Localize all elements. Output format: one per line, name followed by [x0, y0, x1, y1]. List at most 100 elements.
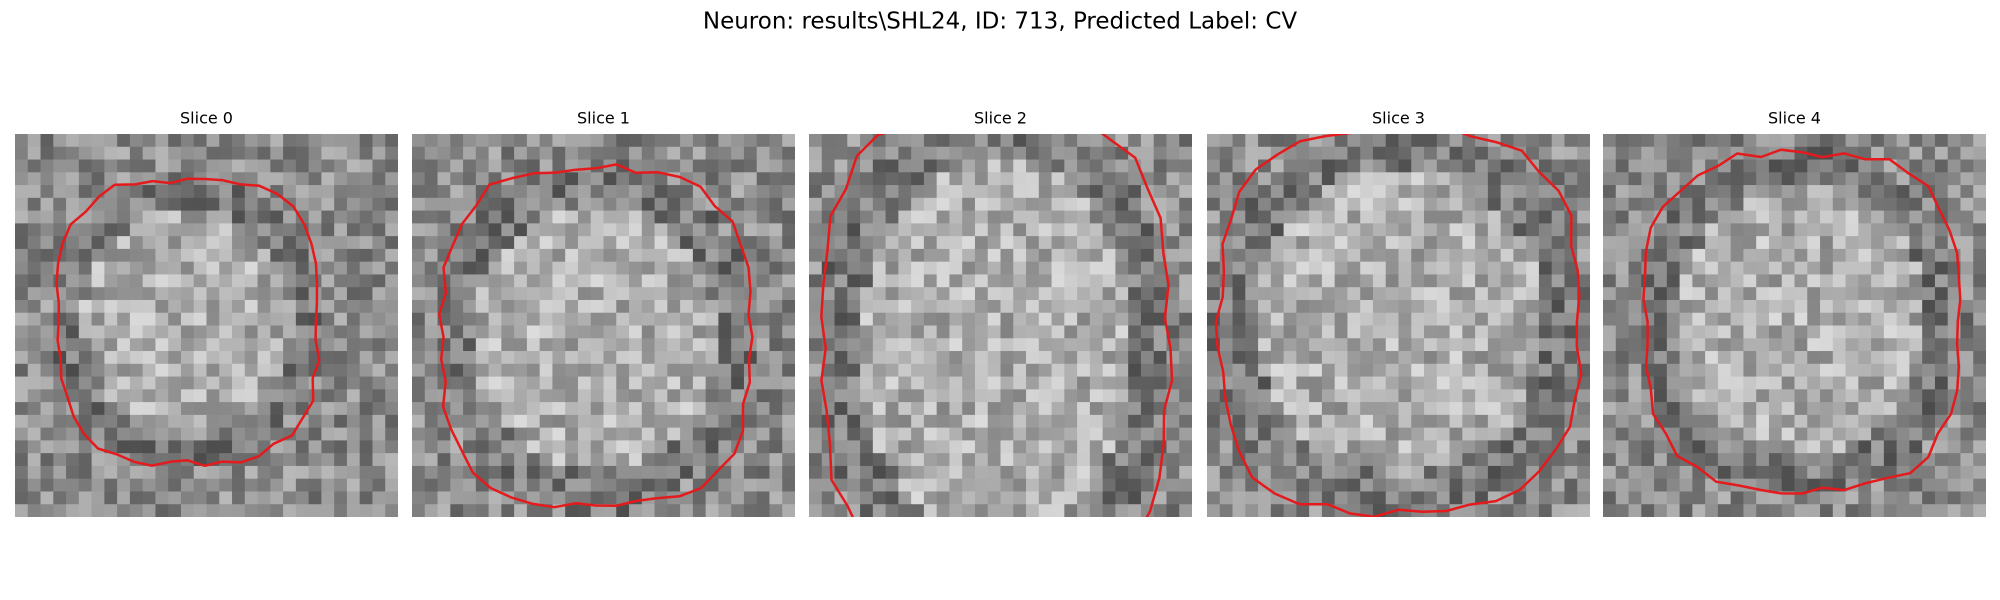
pixel: [539, 440, 554, 454]
pixel: [1258, 389, 1272, 403]
pixel: [437, 491, 451, 505]
pixel: [1538, 504, 1553, 517]
pixel: [654, 146, 668, 161]
pixel: [270, 134, 284, 148]
pixel: [40, 223, 54, 237]
pixel: [488, 134, 502, 148]
pixel: [321, 312, 335, 327]
pixel: [168, 325, 182, 339]
pixel: [1947, 159, 1962, 173]
pixel: [117, 299, 131, 314]
pixel: [1245, 414, 1259, 429]
pixel: [1845, 223, 1859, 237]
pixel: [475, 146, 490, 161]
pixel: [1960, 299, 1974, 314]
pixel: [1385, 172, 1400, 186]
pixel: [809, 389, 823, 403]
pixel: [1038, 197, 1053, 212]
pixel: [283, 325, 297, 339]
pixel: [270, 299, 284, 314]
pixel: [257, 312, 271, 327]
pixel: [129, 274, 144, 288]
pixel: [1475, 376, 1489, 390]
pixel: [78, 414, 93, 429]
pixel: [346, 325, 361, 339]
pixel: [949, 261, 963, 276]
pixel: [1309, 338, 1323, 352]
pixel: [53, 402, 67, 416]
pixel: [53, 274, 67, 288]
pixel: [565, 312, 579, 327]
pixel: [270, 159, 284, 173]
pixel: [1000, 351, 1014, 365]
pixel: [1166, 223, 1180, 237]
pixel: [756, 402, 771, 416]
pixel: [782, 134, 795, 148]
pixel: [1603, 363, 1617, 378]
pixel: [1013, 389, 1027, 403]
pixel: [142, 465, 157, 480]
pixel: [1372, 248, 1387, 263]
pixel: [463, 134, 477, 148]
pixel: [1730, 210, 1745, 224]
pixel: [1679, 197, 1693, 212]
pixel: [616, 146, 630, 161]
pixel: [40, 363, 54, 378]
pixel: [629, 325, 643, 339]
pixel: [847, 134, 861, 148]
pixel: [1102, 402, 1116, 416]
pixel: [872, 312, 887, 327]
pixel: [385, 465, 398, 480]
pixel: [244, 504, 259, 517]
image-panel: [412, 134, 795, 517]
pixel: [1219, 146, 1234, 161]
pixel: [1398, 389, 1412, 403]
pixel: [1372, 299, 1387, 314]
pixel: [1038, 146, 1053, 161]
pixel: [1628, 465, 1642, 480]
pixel: [1628, 414, 1642, 429]
pixel: [1283, 312, 1297, 327]
pixel: [1207, 197, 1221, 212]
pixel: [539, 236, 554, 250]
pixel: [1743, 453, 1757, 467]
pixel: [1258, 351, 1272, 365]
pixel: [78, 491, 93, 505]
contour: [437, 163, 754, 509]
pixel: [847, 376, 861, 390]
pixel: [1603, 338, 1617, 352]
pixel: [565, 325, 579, 339]
pixel: [898, 389, 912, 403]
pixel: [193, 402, 208, 416]
pixel: [1153, 363, 1168, 378]
pixel: [1372, 338, 1387, 352]
pixel: [1756, 414, 1770, 429]
pixel: [1526, 351, 1540, 365]
pixel: [270, 389, 284, 403]
pixel: [257, 287, 271, 301]
pixel: [885, 491, 899, 505]
pixel: [1487, 159, 1502, 173]
pixel: [412, 389, 426, 403]
pixel: [1270, 402, 1285, 416]
pixel: [872, 414, 887, 429]
pixel: [66, 440, 80, 454]
pixel: [1258, 261, 1272, 276]
pixel: [232, 363, 246, 378]
pixel: [1871, 261, 1885, 276]
pixel: [1089, 465, 1104, 480]
pixel: [1411, 274, 1425, 288]
pixel: [1551, 504, 1566, 517]
pixel: [1743, 236, 1757, 250]
pixel: [911, 414, 925, 429]
pixel: [526, 248, 541, 263]
pixel: [1462, 223, 1476, 237]
pixel: [346, 197, 361, 212]
pixel: [1794, 504, 1808, 517]
pixel: [15, 236, 29, 250]
pixel: [1347, 261, 1361, 276]
pixel: [1564, 134, 1578, 148]
pixel: [847, 338, 861, 352]
pixel: [372, 504, 386, 517]
pixel: [834, 134, 848, 148]
